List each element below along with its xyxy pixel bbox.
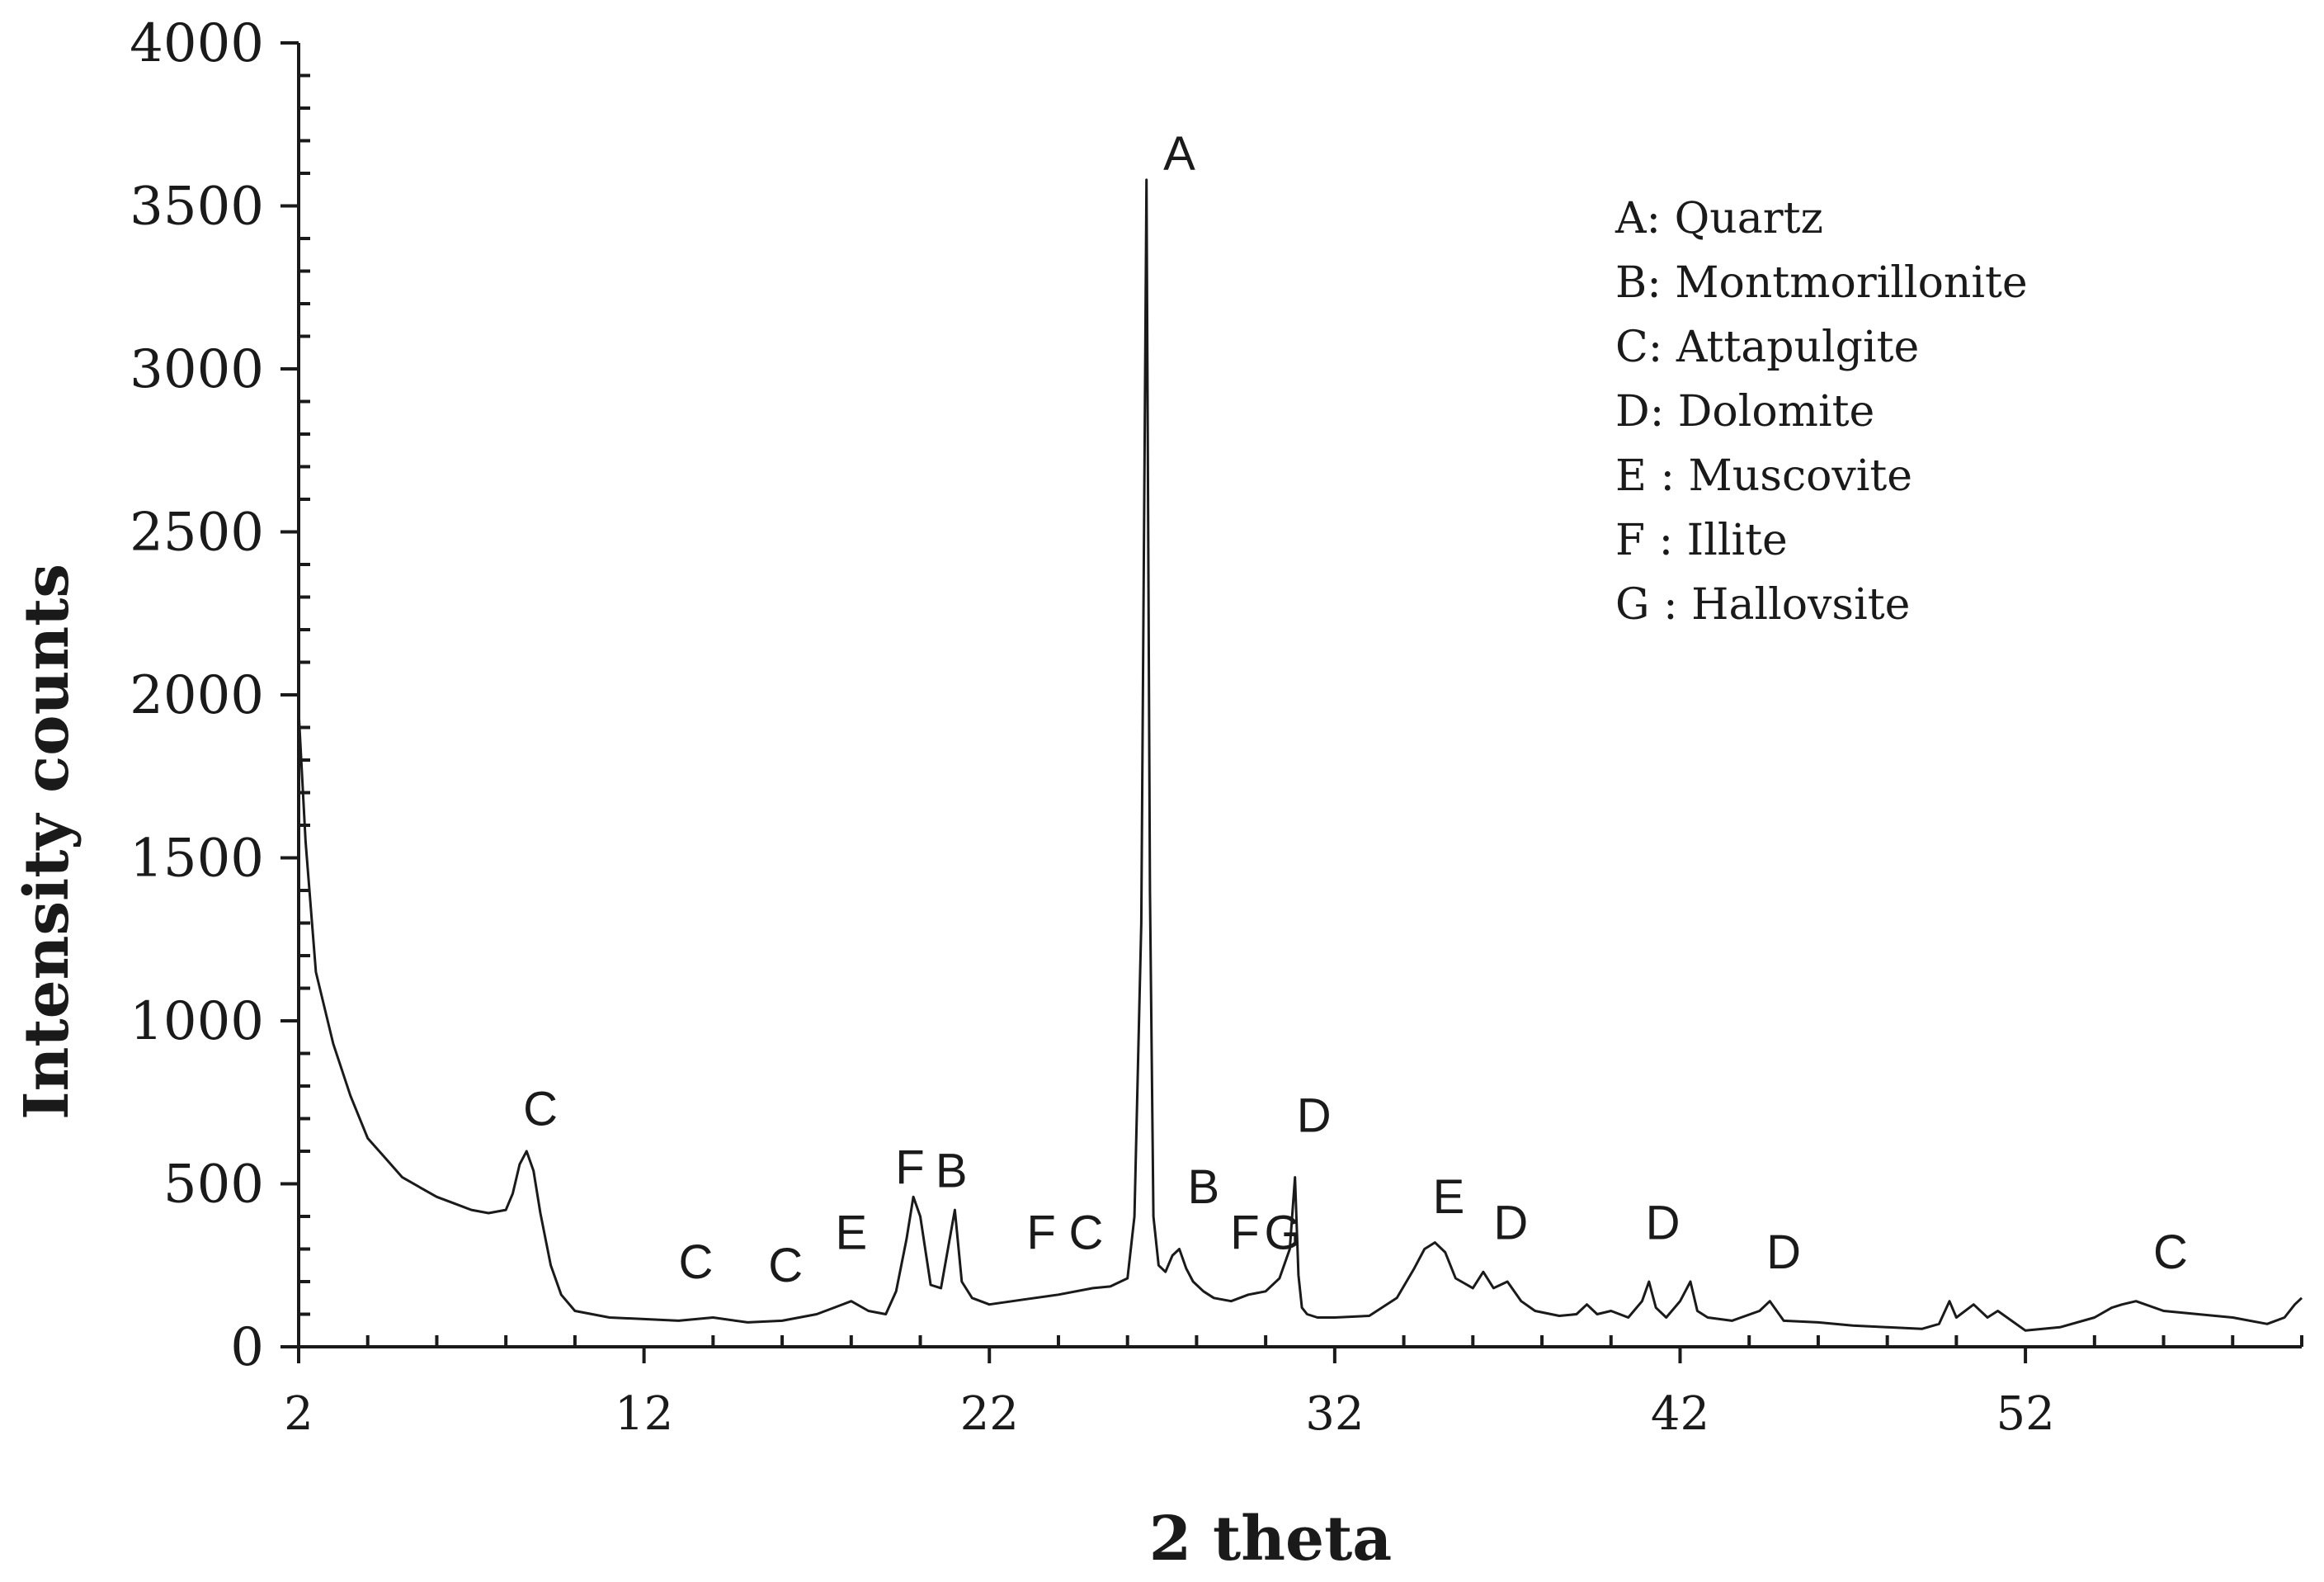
peak-label: C [678,1235,713,1289]
peak-label: C [768,1239,803,1292]
x-ticks: 2 12 22 32 42 52 [284,1335,2303,1441]
y-tick-label: 1000 [130,991,264,1052]
legend-entry: F : Illite [1615,516,1788,565]
x-axis-title: 2 theta [1149,1504,1392,1575]
y-tick-label: 3000 [130,339,264,400]
peak-label: D [1297,1089,1332,1142]
x-tick-label: 52 [1996,1387,2054,1441]
x-tick-label: 2 [284,1387,313,1441]
peak-annotations: ACC CEF BF CBF GDE D DD C [523,127,2188,1292]
peak-label: C [523,1082,558,1136]
y-tick-label: 2000 [130,665,264,726]
peak-label: E [835,1207,867,1260]
y-tick-label: 2500 [130,503,264,564]
xrd-pattern-line [297,178,2303,1332]
y-ticks: 0 500 1000 1500 2000 2500 3000 3500 4000 [130,13,310,1378]
y-tick-label: 3500 [130,177,264,238]
peak-label: F [1026,1207,1055,1260]
legend-entry: B: Montmorillonite [1615,258,2028,308]
y-tick-label: 0 [230,1317,264,1378]
y-tick-label: 1500 [130,829,264,890]
peak-label: B [936,1144,968,1197]
axes [297,43,2302,1348]
peak-label: F [1230,1207,1259,1260]
legend-entry: G : Hallovsite [1615,580,1910,630]
x-tick-label: 12 [615,1387,673,1441]
y-tick-label: 500 [163,1155,264,1216]
peak-label: A [1163,127,1195,181]
peak-label: D [1766,1225,1801,1279]
x-tick-label: 32 [1305,1387,1364,1441]
peak-label: G [1265,1207,1302,1260]
peak-label: D [1493,1197,1528,1250]
x-tick-label: 42 [1651,1387,1709,1441]
peak-label: B [1187,1160,1219,1214]
legend: A: Quartz B: Montmorillonite C: Attapulgit… [1615,194,2028,630]
peak-label: D [1646,1197,1681,1250]
peak-label: C [1069,1207,1104,1260]
legend-entry: D: Dolomite [1615,387,1874,437]
peak-label: E [1433,1170,1465,1224]
y-axis-title: Intensity counts [12,564,82,1120]
legend-entry: A: Quartz [1615,194,1823,243]
x-tick-label: 22 [960,1387,1019,1441]
y-tick-label: 4000 [130,13,264,74]
legend-entry: C: Attapulgite [1615,323,1919,372]
peak-label: F [895,1141,924,1195]
legend-entry: E : Muscovite [1615,451,1912,501]
series-group [297,178,2303,1332]
peak-label: C [2153,1225,2188,1279]
